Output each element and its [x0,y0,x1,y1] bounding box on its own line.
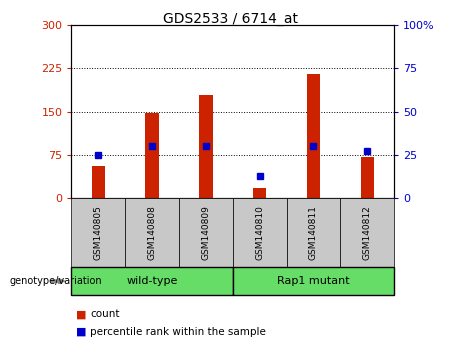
Text: ■: ■ [76,309,87,319]
Bar [253,188,266,198]
Text: percentile rank within the sample: percentile rank within the sample [90,327,266,337]
Text: wild-type: wild-type [126,276,178,286]
Text: GSM140805: GSM140805 [94,205,103,260]
Text: GSM140810: GSM140810 [255,205,264,260]
Bar [361,156,374,198]
Text: ■: ■ [76,327,87,337]
Text: count: count [90,309,119,319]
Text: GSM140811: GSM140811 [309,205,318,260]
Bar [199,95,213,198]
Text: GSM140809: GSM140809 [201,205,210,260]
Text: genotype/variation: genotype/variation [9,276,102,286]
Text: Rap1 mutant: Rap1 mutant [277,276,350,286]
Bar [92,166,105,198]
Text: GDS2533 / 6714_at: GDS2533 / 6714_at [163,12,298,27]
Bar [145,113,159,198]
Text: GSM140812: GSM140812 [363,205,372,260]
Text: GSM140808: GSM140808 [148,205,157,260]
Bar [307,74,320,198]
